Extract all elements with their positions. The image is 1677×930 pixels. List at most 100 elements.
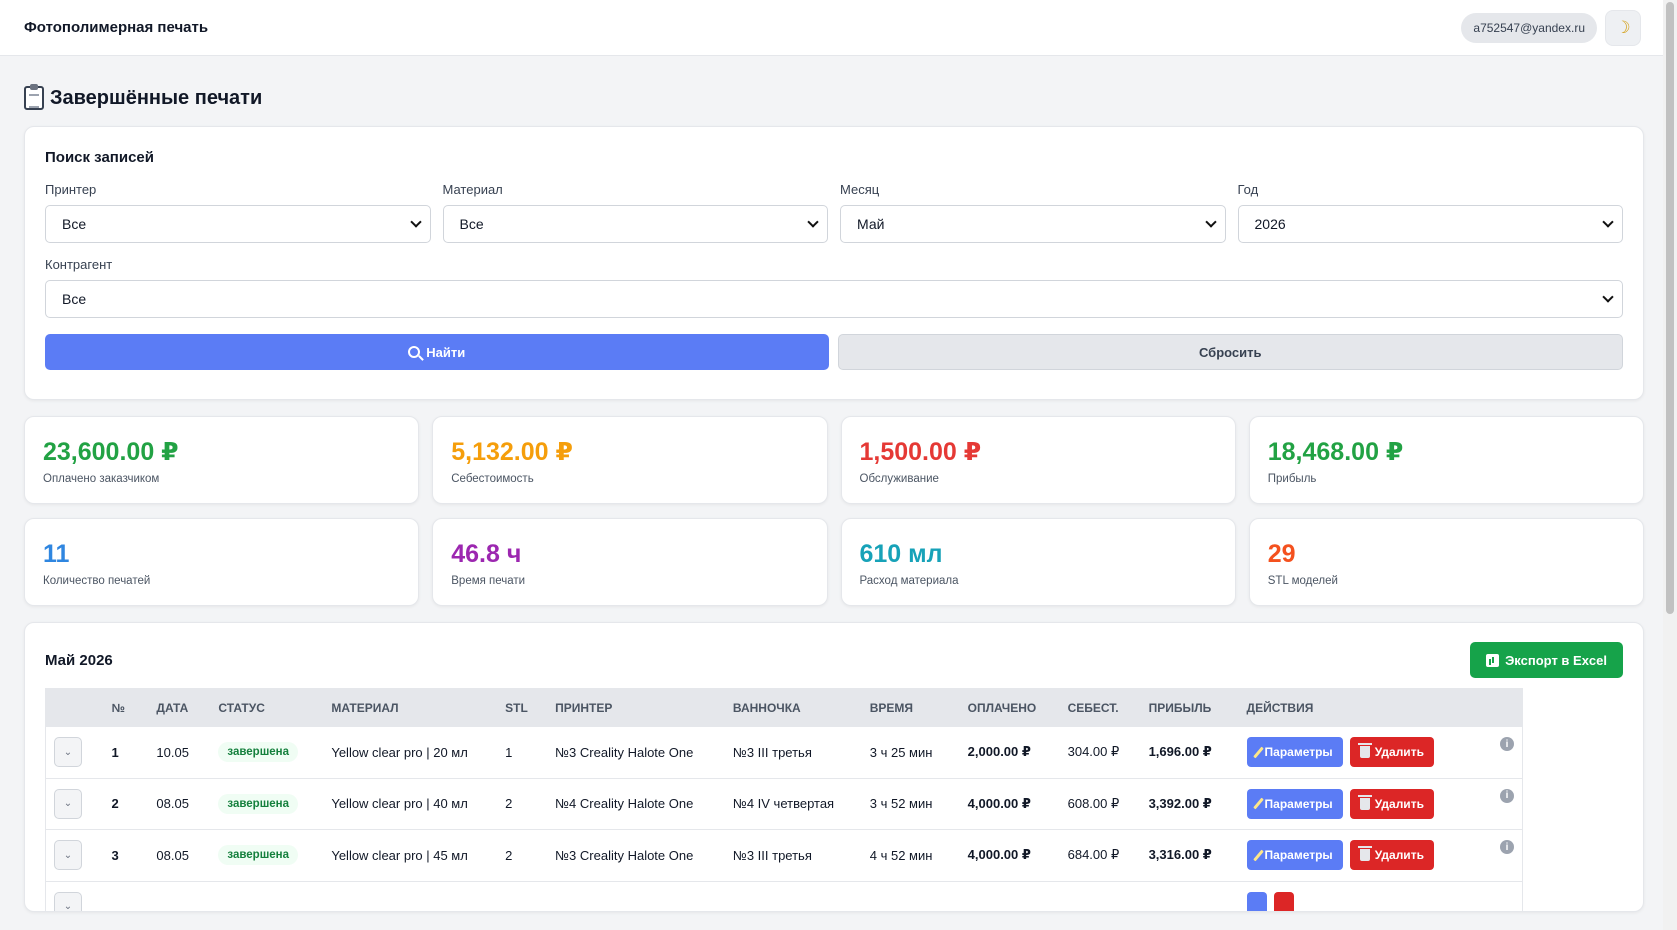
search-icon [408, 346, 421, 358]
stat-material: 610 мл Расход материала [840, 518, 1236, 606]
month-select[interactable]: Май [840, 205, 1226, 243]
search-heading: Поиск записей [45, 149, 154, 166]
delete-button[interactable] [1273, 891, 1294, 911]
printer-filter: Принтер Все [45, 182, 431, 243]
cell-profit [1140, 880, 1239, 911]
info-icon[interactable]: i [1500, 737, 1514, 752]
cell-paid: 4,000.00 ₽ [959, 829, 1060, 881]
cell-cost: 684.00 ₽ [1059, 829, 1141, 881]
cell-material: Yellow clear pro | 45 мл [323, 829, 498, 881]
cell-material [323, 880, 498, 911]
column-header[interactable]: Себест. [1059, 688, 1141, 727]
chevron-down-icon [409, 216, 422, 228]
top-right-controls: a752547@yandex.ru ☽ [1461, 9, 1641, 46]
column-header[interactable]: Время [861, 688, 960, 727]
year-select-value: 2026 [1254, 216, 1286, 232]
params-button-label: Параметры [1264, 745, 1333, 760]
status-badge: завершена [218, 742, 299, 763]
cell-printer [547, 880, 725, 911]
find-button[interactable]: Найти [45, 334, 829, 370]
cell-paid: 2,000.00 ₽ [959, 726, 1060, 778]
stat-cost: 5,132.00 ₽ Себестоимость [432, 416, 828, 504]
stat-cost-value: 5,132.00 ₽ [451, 438, 573, 466]
column-header[interactable]: Материал [323, 688, 498, 727]
column-header[interactable]: Оплачено [959, 688, 1060, 727]
cell-material: Yellow clear pro | 40 мл [323, 777, 498, 830]
cell-stl: 1 [497, 726, 548, 778]
stat-count-label: Количество печатей [43, 575, 151, 587]
stat-profit-value: 18,468.00 ₽ [1267, 438, 1404, 466]
delete-button[interactable]: Удалить [1349, 737, 1434, 768]
theme-toggle-button[interactable]: ☽ [1605, 9, 1641, 46]
printer-filter-label: Принтер [45, 182, 97, 197]
year-filter: Год 2026 [1237, 182, 1623, 243]
params-button[interactable] [1246, 891, 1267, 911]
year-select[interactable]: 2026 [1237, 205, 1623, 243]
stat-stl: 29 STL моделей [1248, 518, 1644, 606]
top-bar: Фотополимерная печать a752547@yandex.ru … [0, 0, 1663, 56]
stat-stl-label: STL моделей [1267, 575, 1338, 587]
cell-num [103, 880, 149, 911]
cell-profit: 3,316.00 ₽ [1140, 829, 1239, 881]
expand-row-button[interactable]: ⌄ [54, 788, 82, 819]
brand-title[interactable]: Фотополимерная печать [24, 19, 209, 36]
table-row: ⌄ [45, 880, 1523, 911]
cell-time: 3 ч 52 мин [861, 777, 960, 830]
params-button[interactable]: Параметры [1246, 788, 1343, 819]
column-header[interactable]: Принтер [547, 688, 725, 727]
cell-profit: 3,392.00 ₽ [1140, 777, 1239, 830]
column-header[interactable]: Прибыль [1140, 688, 1239, 727]
cell-num: 3 [103, 829, 149, 881]
cell-num: 2 [103, 777, 149, 830]
export-excel-button[interactable]: Экспорт в Excel [1470, 642, 1623, 678]
cell-date [148, 880, 211, 911]
moon-icon: ☽ [1615, 17, 1631, 37]
expand-row-button[interactable]: ⌄ [54, 891, 82, 911]
month-select-value: Май [857, 216, 885, 232]
delete-button[interactable]: Удалить [1349, 788, 1434, 819]
params-button[interactable]: Параметры [1246, 840, 1343, 871]
stat-material-label: Расход материала [859, 575, 959, 587]
cell-stl: 2 [497, 777, 548, 830]
cell-time: 3 ч 25 мин [861, 726, 960, 778]
info-icon[interactable]: i [1500, 840, 1514, 855]
stat-service-label: Обслуживание [859, 473, 939, 485]
cell-profit: 1,696.00 ₽ [1140, 726, 1239, 778]
scrollbar-thumb[interactable] [1666, 2, 1674, 614]
delete-button[interactable]: Удалить [1349, 840, 1434, 871]
filters-row: Принтер Все Материал Все Месяц Май [45, 182, 1623, 243]
row-actions [1246, 891, 1514, 911]
material-select[interactable]: Все [442, 205, 828, 243]
cell-status [210, 880, 324, 911]
counterparty-select[interactable]: Все [45, 280, 1623, 318]
column-header[interactable]: STL [497, 688, 548, 727]
expand-row-button[interactable]: ⌄ [54, 840, 82, 871]
main-content: Завершённые печати Поиск записей Принтер… [24, 56, 1644, 912]
column-header[interactable]: Статус [210, 688, 324, 727]
reset-button[interactable]: Сбросить [837, 334, 1623, 370]
cell-date: 08.05 [148, 829, 211, 881]
search-buttons: Найти Сбросить [45, 334, 1623, 370]
page-scrollbar[interactable] [1663, 0, 1677, 930]
prints-table-panel: Май 2026 Экспорт в Excel № Дата Статус М… [24, 622, 1644, 912]
find-button-label: Найти [426, 344, 466, 360]
column-header[interactable]: № [103, 688, 149, 727]
params-button[interactable]: Параметры [1246, 737, 1343, 768]
info-icon[interactable]: i [1500, 788, 1514, 803]
counterparty-filter-label: Контрагент [45, 257, 113, 272]
chevron-down-icon: ⌄ [63, 798, 73, 810]
stat-time: 46.8 ч Время печати [432, 518, 828, 606]
chart-icon [1486, 653, 1500, 667]
stats-row-finance: 23,600.00 ₽ Оплачено заказчиком 5,132.00… [24, 416, 1644, 504]
stat-paid-label: Оплачено заказчиком [43, 473, 160, 485]
user-email-badge[interactable]: a752547@yandex.ru [1461, 12, 1597, 43]
chevron-down-icon [1204, 216, 1217, 228]
cell-paid [959, 880, 1060, 911]
stat-count: 11 Количество печатей [24, 518, 420, 606]
column-header[interactable]: Ванночка [724, 688, 862, 727]
stat-cost-label: Себестоимость [451, 473, 534, 485]
column-header[interactable]: Дата [148, 688, 211, 727]
printer-select[interactable]: Все [45, 205, 431, 243]
expand-row-button[interactable]: ⌄ [54, 737, 82, 768]
column-header-expand [45, 688, 104, 727]
